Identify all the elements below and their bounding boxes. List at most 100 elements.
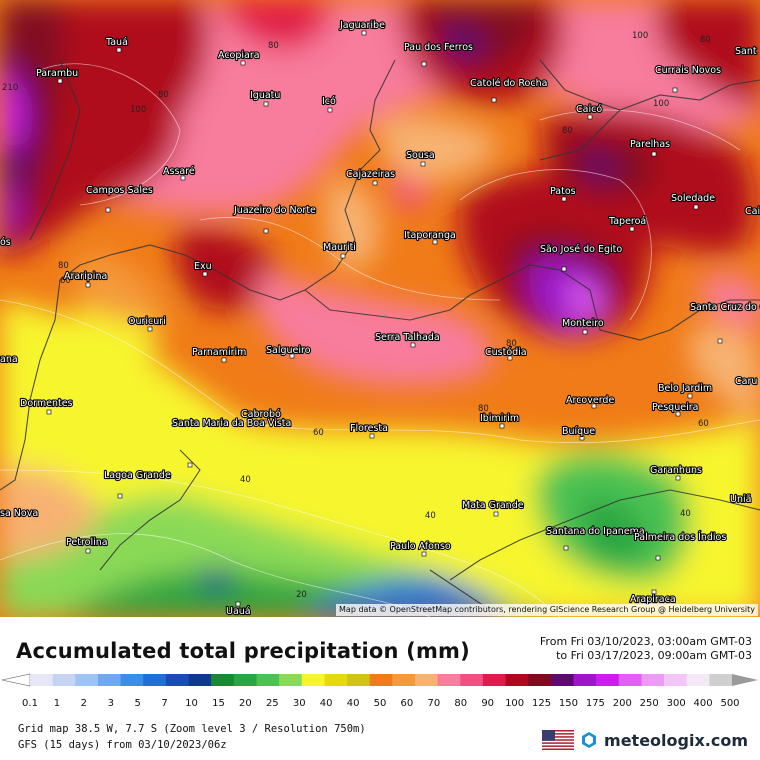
map-title: Accumulated total precipitation (mm) bbox=[16, 639, 470, 663]
scale-tick-label: 15 bbox=[212, 698, 225, 709]
svg-text:100: 100 bbox=[130, 105, 146, 115]
svg-text:Catolé do Rocha: Catolé do Rocha bbox=[470, 78, 547, 89]
city-campos-sales: Campos Sales bbox=[85, 184, 154, 213]
svg-text:Assaré: Assaré bbox=[163, 166, 195, 177]
city-belo-jardim: Belo Jardim bbox=[657, 382, 713, 399]
scale-swatch bbox=[664, 674, 688, 686]
svg-text:Ouricuri: Ouricuri bbox=[128, 316, 166, 327]
svg-text:Santa Maria da Boa Vista: Santa Maria da Boa Vista bbox=[172, 418, 291, 429]
svg-text:Salgueiro: Salgueiro bbox=[266, 345, 311, 356]
map-attribution[interactable]: Map data © OpenStreetMap contributors, r… bbox=[336, 604, 758, 616]
svg-text:Belo Jardim: Belo Jardim bbox=[658, 383, 712, 394]
isoline-labels: 80 100 80 100 80 60 40 40 20 80 80 60 40… bbox=[2, 31, 711, 600]
scale-swatch bbox=[188, 674, 212, 686]
svg-text:Serra Talhada: Serra Talhada bbox=[375, 332, 440, 343]
scale-swatch bbox=[347, 674, 370, 686]
svg-text:Ibimirim: Ibimirim bbox=[480, 413, 519, 424]
svg-text:80: 80 bbox=[506, 339, 517, 349]
edge-label: ós bbox=[0, 237, 11, 248]
scale-tick-label: 70 bbox=[427, 698, 440, 709]
scale-swatch bbox=[324, 674, 348, 686]
city-iguatu: Iguatu bbox=[249, 89, 282, 107]
svg-text:80: 80 bbox=[158, 90, 169, 100]
scale-swatch bbox=[573, 674, 597, 686]
grid-info: Grid map 38.5 W, 7.7 S (Zoom level 3 / R… bbox=[18, 723, 366, 735]
scale-tick-label: 1 bbox=[54, 698, 60, 709]
svg-text:Santa Cruz do Capibaribe: Santa Cruz do Capibaribe bbox=[690, 302, 760, 313]
scale-tick-label: 2 bbox=[81, 698, 87, 709]
svg-text:Mauriti: Mauriti bbox=[323, 242, 356, 253]
scale-tick-label: 0.1 bbox=[22, 698, 38, 709]
city-assare: Assaré bbox=[162, 165, 196, 181]
svg-text:80: 80 bbox=[700, 35, 711, 45]
city-dormentes: Dormentes bbox=[19, 397, 74, 415]
city-mauriti: Mauriti bbox=[322, 241, 357, 259]
svg-text:Parnamirim: Parnamirim bbox=[192, 347, 246, 358]
city-caico: Caicó bbox=[575, 103, 603, 120]
svg-text:Araripina: Araripina bbox=[64, 271, 107, 282]
svg-text:Campos Sales: Campos Sales bbox=[86, 185, 153, 196]
scale-swatch bbox=[165, 674, 189, 686]
svg-text:Palmeira dos Índios: Palmeira dos Índios bbox=[634, 531, 726, 543]
scale-swatch bbox=[211, 674, 235, 686]
scale-swatch bbox=[550, 674, 574, 686]
scale-tick-label: 500 bbox=[720, 698, 739, 709]
scale-swatch bbox=[256, 674, 280, 686]
svg-text:80: 80 bbox=[562, 126, 573, 136]
city-serra-talhada: Serra Talhada bbox=[374, 331, 441, 348]
scale-swatch bbox=[392, 674, 416, 686]
city-parnamirim: Parnamirim bbox=[191, 346, 248, 363]
city-floresta: Floresta bbox=[349, 422, 389, 439]
svg-text:80: 80 bbox=[268, 41, 279, 51]
svg-text:Taperoá: Taperoá bbox=[608, 216, 646, 227]
svg-text:Juazeiro do Norte: Juazeiro do Norte bbox=[233, 205, 316, 216]
svg-text:Pesqueira: Pesqueira bbox=[652, 402, 698, 413]
scale-tick-label: 400 bbox=[694, 698, 713, 709]
city-acopiara: Acopiara bbox=[217, 49, 261, 66]
scale-tick-label: 150 bbox=[559, 698, 578, 709]
period-from: From Fri 03/10/2023, 03:00am GMT-03 bbox=[539, 635, 752, 648]
svg-text:Currais Novos: Currais Novos bbox=[655, 65, 721, 76]
city-santa-cruz-do-capibaribe: Santa Cruz do Capibaribe bbox=[689, 301, 760, 344]
edge-label: Uniã bbox=[730, 494, 751, 505]
svg-text:Tauá: Tauá bbox=[105, 37, 128, 48]
scale-max-arrow bbox=[732, 674, 758, 686]
scale-swatch bbox=[482, 674, 506, 686]
model-info: GFS (15 days) from 03/10/2023/06z bbox=[18, 739, 227, 751]
city-monteiro: Monteiro bbox=[561, 317, 605, 335]
scale-tick-label: 20 bbox=[239, 698, 252, 709]
svg-text:100: 100 bbox=[632, 31, 648, 41]
scale-swatch bbox=[528, 674, 552, 686]
us-flag-icon[interactable] bbox=[542, 730, 575, 750]
scale-tick-label: 30 bbox=[293, 698, 306, 709]
svg-text:Garanhuns: Garanhuns bbox=[650, 465, 702, 476]
precipitation-map: 80 100 80 100 80 60 40 40 20 80 80 60 40… bbox=[0, 0, 760, 617]
edge-label: ana bbox=[0, 354, 18, 365]
scale-swatch bbox=[460, 674, 484, 686]
city-parelhas: Parelhas bbox=[629, 138, 671, 157]
edge-label: Cai bbox=[745, 206, 760, 217]
svg-text:Lagoa Grande: Lagoa Grande bbox=[104, 470, 171, 481]
scale-tick-label: 250 bbox=[640, 698, 659, 709]
svg-text:60: 60 bbox=[60, 276, 71, 286]
brand[interactable]: meteologix.com bbox=[542, 730, 748, 750]
svg-text:100: 100 bbox=[653, 99, 669, 109]
city-itaporanga: Itaporanga bbox=[403, 229, 457, 245]
svg-text:210: 210 bbox=[2, 83, 18, 93]
scale-swatch bbox=[618, 674, 642, 686]
city-ibimirim: Ibimirim bbox=[479, 412, 520, 429]
state-borders bbox=[0, 59, 760, 611]
scale-swatch bbox=[120, 674, 144, 686]
scale-tick-label: 100 bbox=[505, 698, 524, 709]
svg-text:Parambu: Parambu bbox=[36, 68, 78, 79]
svg-text:Soledade: Soledade bbox=[671, 193, 715, 204]
svg-text:Iguatu: Iguatu bbox=[250, 90, 280, 101]
scale-tick-label: 25 bbox=[266, 698, 279, 709]
color-scale: 0.1 1 2 3 5 7 10 15 20 25 30 40 40 50 60 70 80 90 100 125 15… bbox=[1, 673, 758, 709]
scale-swatch bbox=[97, 674, 121, 686]
scale-tick-label: 80 bbox=[454, 698, 467, 709]
city-patos: Patos bbox=[549, 185, 577, 202]
edge-label: Caru bbox=[735, 376, 757, 387]
scale-tick-label: 60 bbox=[401, 698, 414, 709]
svg-text:Arcoverde: Arcoverde bbox=[566, 395, 614, 406]
